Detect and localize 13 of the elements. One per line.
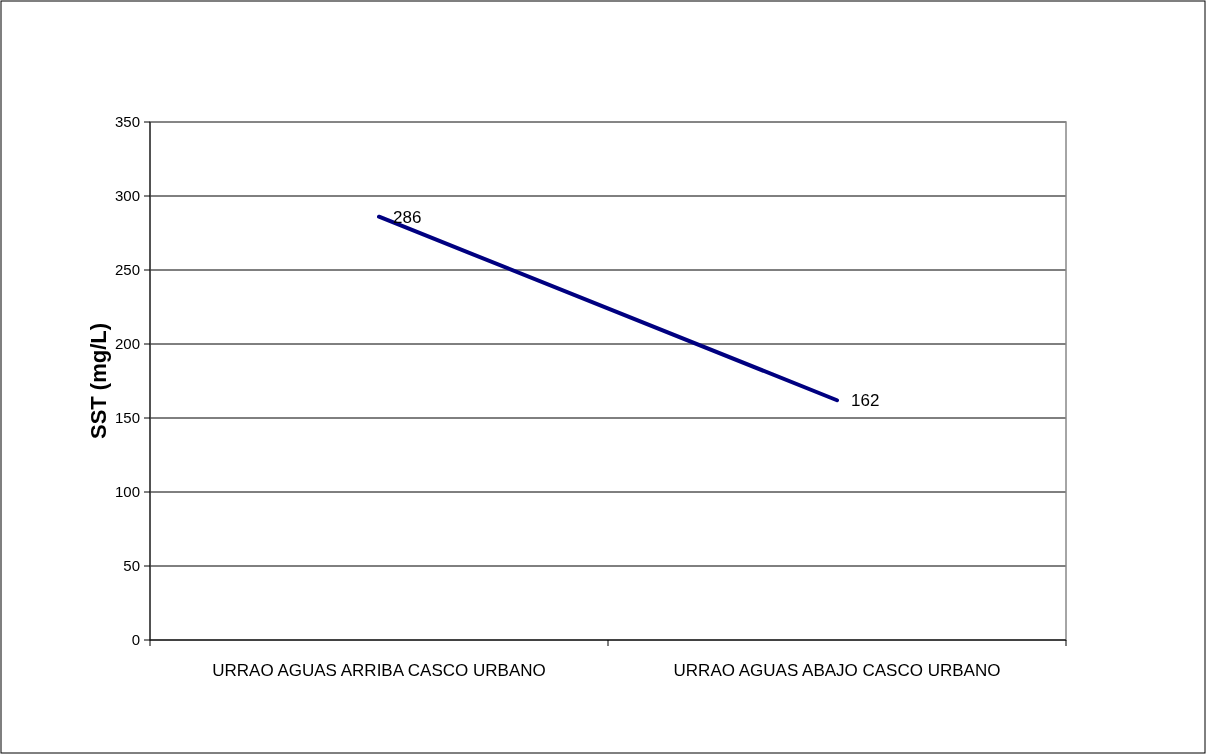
y-tick-label: 50 xyxy=(123,557,140,575)
data-label: 162 xyxy=(851,391,880,411)
y-tick-label: 250 xyxy=(114,261,140,279)
x-tick-label: URRAO AGUAS ABAJO CASCO URBANO xyxy=(673,661,1001,680)
x-tick-label: URRAO AGUAS ARRIBA CASCO URBANO xyxy=(212,661,546,680)
y-tick-label: 350 xyxy=(114,113,140,131)
y-tick-label: 100 xyxy=(114,483,140,501)
data-label: 286 xyxy=(393,207,422,227)
y-tick-label: 150 xyxy=(114,409,140,427)
y-tick-label: 0 xyxy=(131,631,140,649)
y-tick-label: 200 xyxy=(114,335,140,353)
y-tick-label: 300 xyxy=(114,187,140,205)
y-axis-title: SST (mg/L) xyxy=(86,322,111,440)
